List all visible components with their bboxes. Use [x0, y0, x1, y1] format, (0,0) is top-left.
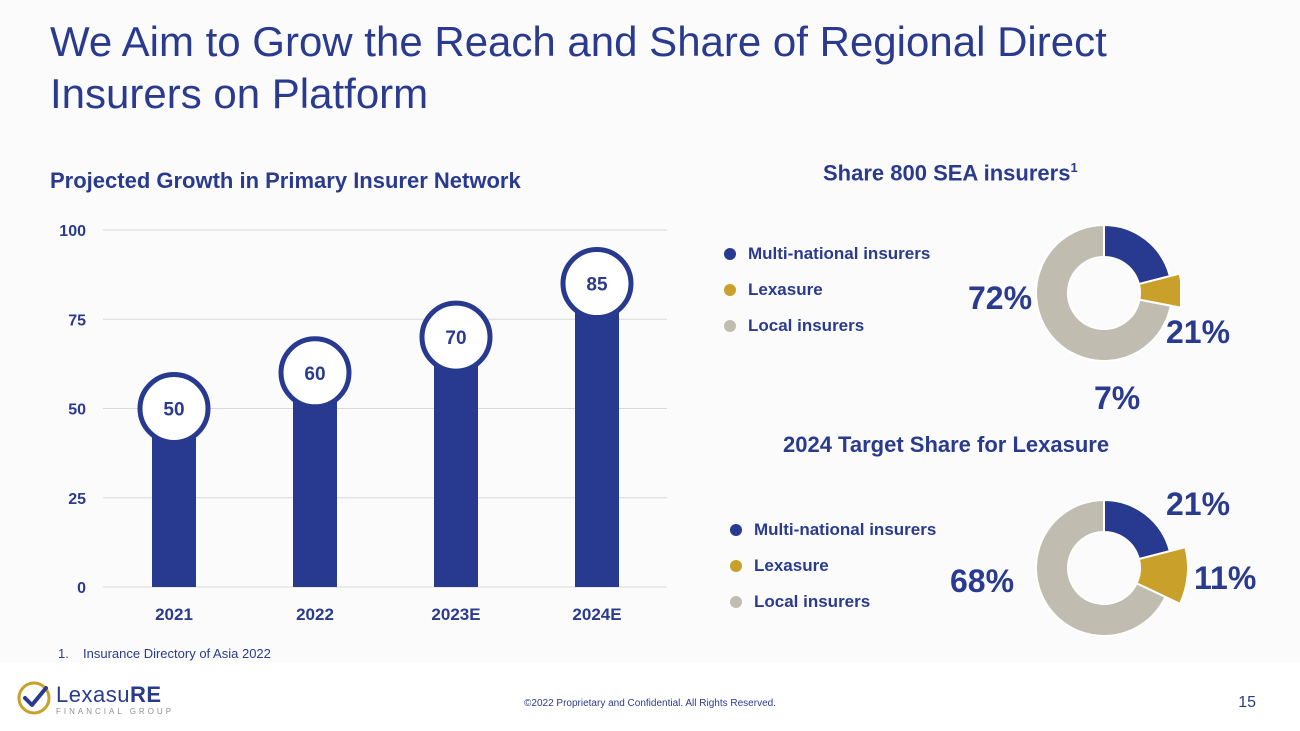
logo-subtitle: FINANCIAL GROUP	[56, 707, 175, 716]
legend-dot-grey	[724, 320, 736, 332]
logo-wordmark: LexasuRE	[56, 682, 162, 708]
footnote-text: Insurance Directory of Asia 2022	[83, 646, 271, 661]
donut2-label-lexasure: 11%	[1194, 560, 1257, 596]
donut-slice	[1103, 223, 1172, 286]
x-tick-label: 2022	[296, 605, 334, 624]
x-tick-label: 2023E	[431, 605, 480, 624]
bar-value-badge	[137, 372, 211, 445]
legend-label: Multi-national insurers	[754, 520, 937, 539]
bar-data-label: 70	[445, 328, 466, 349]
legend-label: Local insurers	[754, 592, 871, 611]
bar-value-badge	[560, 247, 634, 321]
logo-word-main: Lexasu	[56, 682, 130, 707]
donut1-label-lexasure: 7%	[1094, 380, 1141, 416]
donut1-title: Share 800 SEA insurers1	[823, 160, 1078, 186]
page-title: We Aim to Grow the Reach and Share of Re…	[50, 18, 1107, 117]
legend-item-lexasure: Lexasure	[730, 548, 936, 584]
legend-label: Multi-national insurers	[748, 244, 931, 263]
bar-data-label: 60	[304, 364, 325, 385]
bar-value-badge	[419, 300, 493, 374]
donut-slice	[1103, 498, 1172, 561]
donut1-label-local: 72%	[968, 280, 1033, 316]
donut2-chart	[1035, 498, 1189, 637]
logo-check-icon	[17, 681, 51, 715]
bar-chart: 0 25 50 75 100 50 2021 60 2022 70 2023E 85 2024E	[59, 223, 667, 624]
logo-word-bold: RE	[129, 682, 162, 707]
legend-item-local: Local insurers	[730, 584, 936, 620]
legend-dot-navy	[730, 524, 742, 536]
donut1-title-footnote-ref: 1	[1070, 160, 1078, 175]
legend-dot-gold	[724, 284, 736, 296]
donut2-label-local: 68%	[950, 563, 1015, 599]
bar-value-badge	[278, 336, 352, 410]
donut1-legend: Multi-national insurers Lexasure Local i…	[724, 236, 930, 344]
footnote: 1. Insurance Directory of Asia 2022	[58, 646, 271, 661]
y-tick-label: 100	[59, 223, 86, 240]
footnote-number: 1.	[58, 646, 69, 661]
legend-label: Lexasure	[748, 280, 823, 299]
lexasure-logo: LexasuRE FINANCIAL GROUP	[16, 678, 176, 720]
copyright-notice: ©2022 Proprietary and Confidential. All …	[524, 698, 776, 709]
y-tick-label: 50	[68, 402, 86, 419]
donut1-label-multinational: 21%	[1166, 314, 1231, 350]
legend-item-multinational: Multi-national insurers	[730, 512, 936, 548]
donut-slice	[1035, 223, 1172, 362]
y-tick-label: 0	[77, 580, 86, 597]
donut-slice	[1135, 545, 1189, 606]
bar-chart-title: Projected Growth in Primary Insurer Netw…	[50, 168, 521, 193]
legend-dot-gold	[730, 560, 742, 572]
legend-label: Local insurers	[748, 316, 865, 335]
donut2-label-multinational: 21%	[1166, 486, 1231, 522]
x-tick-label: 2024E	[572, 605, 621, 624]
legend-item-lexasure: Lexasure	[724, 272, 930, 308]
page-number: 15	[1238, 694, 1256, 711]
donut1-chart	[1035, 223, 1180, 362]
y-tick-label: 75	[68, 312, 86, 329]
donut2-title: 2024 Target Share for Lexasure	[783, 432, 1110, 457]
y-tick-label: 25	[68, 491, 86, 508]
bar	[434, 337, 478, 587]
x-tick-label: 2021	[155, 605, 193, 624]
legend-dot-grey	[730, 596, 742, 608]
legend-item-local: Local insurers	[724, 308, 930, 344]
donut2-legend: Multi-national insurers Lexasure Local i…	[730, 512, 936, 620]
legend-label: Lexasure	[754, 556, 829, 575]
legend-dot-navy	[724, 248, 736, 260]
bar-data-label: 50	[163, 400, 184, 421]
donut1-title-text: Share 800 SEA insurers	[823, 160, 1071, 186]
donut-slice	[1035, 498, 1167, 637]
bar	[575, 283, 619, 587]
bar-data-label: 85	[586, 275, 608, 296]
legend-item-multinational: Multi-national insurers	[724, 236, 930, 272]
